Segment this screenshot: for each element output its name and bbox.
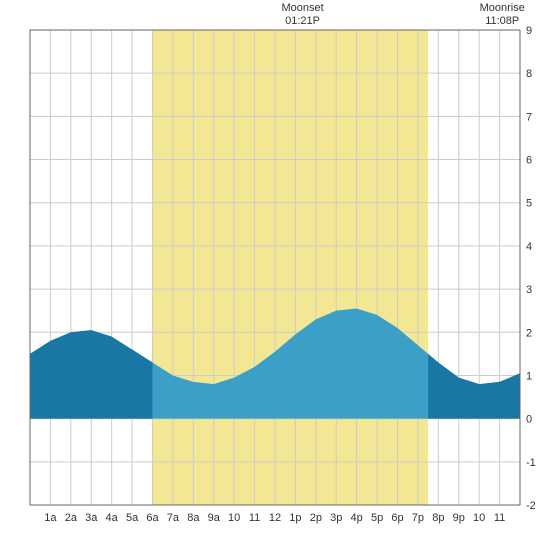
x-tick-label: 4a bbox=[106, 512, 119, 524]
x-tick-label: 5a bbox=[126, 512, 139, 524]
y-tick-label: 8 bbox=[526, 68, 532, 80]
x-tick-label: 2a bbox=[65, 512, 78, 524]
x-tick-label: 1p bbox=[289, 512, 301, 524]
chart-svg: -2-101234567891a2a3a4a5a6a7a8a9a1011121p… bbox=[0, 0, 550, 550]
x-tick-label: 8p bbox=[432, 512, 444, 524]
x-tick-label: 10 bbox=[473, 512, 485, 524]
x-tick-label: 7p bbox=[412, 512, 424, 524]
moon-event-time: 11:08P bbox=[472, 15, 532, 28]
y-tick-label: 2 bbox=[526, 327, 532, 339]
x-tick-label: 3p bbox=[330, 512, 342, 524]
x-tick-label: 6a bbox=[146, 512, 159, 524]
moon-event-title: Moonrise bbox=[472, 2, 532, 15]
y-tick-label: -2 bbox=[526, 500, 536, 512]
y-tick-label: 4 bbox=[526, 241, 532, 253]
moonset-label: Moonset01:21P bbox=[273, 2, 333, 28]
x-tick-label: 2p bbox=[310, 512, 322, 524]
y-tick-label: 0 bbox=[526, 414, 532, 426]
x-tick-label: 6p bbox=[391, 512, 403, 524]
y-tick-label: 3 bbox=[526, 284, 532, 296]
x-tick-label: 12 bbox=[269, 512, 281, 524]
y-tick-label: 5 bbox=[526, 198, 532, 210]
moon-event-title: Moonset bbox=[273, 2, 333, 15]
moon-event-time: 01:21P bbox=[273, 15, 333, 28]
y-tick-label: 1 bbox=[526, 370, 532, 382]
x-tick-label: 4p bbox=[351, 512, 363, 524]
x-tick-label: 9a bbox=[208, 512, 221, 524]
x-tick-label: 10 bbox=[228, 512, 240, 524]
x-tick-label: 7a bbox=[167, 512, 180, 524]
y-tick-label: 6 bbox=[526, 155, 532, 167]
tide-chart: -2-101234567891a2a3a4a5a6a7a8a9a1011121p… bbox=[0, 0, 550, 550]
moonrise-label: Moonrise11:08P bbox=[472, 2, 532, 28]
x-tick-label: 9p bbox=[453, 512, 465, 524]
x-tick-label: 5p bbox=[371, 512, 383, 524]
x-tick-label: 11 bbox=[249, 512, 260, 524]
x-tick-label: 8a bbox=[187, 512, 200, 524]
x-tick-label: 3a bbox=[85, 512, 98, 524]
x-tick-label: 1a bbox=[44, 512, 57, 524]
y-tick-label: -1 bbox=[526, 457, 536, 469]
x-tick-label: 11 bbox=[494, 512, 505, 524]
y-tick-label: 7 bbox=[526, 111, 532, 123]
